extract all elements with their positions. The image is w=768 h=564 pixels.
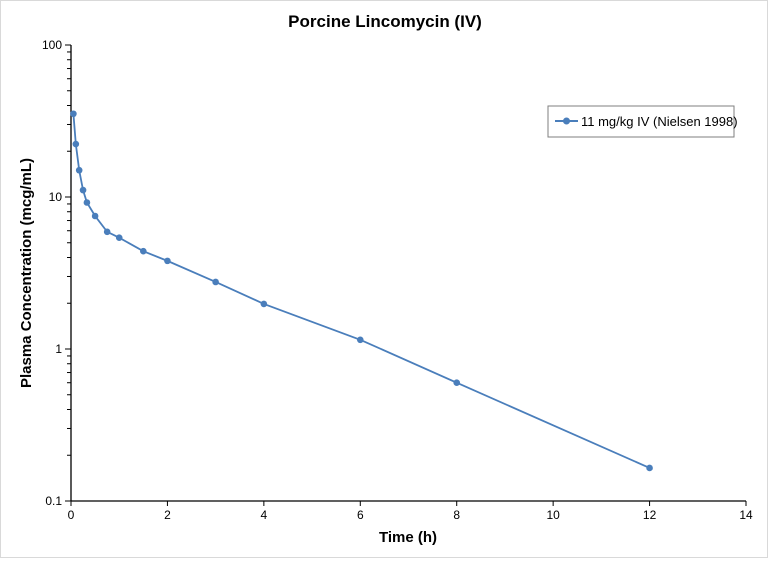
data-point	[79, 186, 87, 194]
data-point	[103, 228, 111, 236]
y-tick-label: 100	[42, 38, 62, 52]
data-point	[70, 110, 77, 118]
y-tick-label: 1	[55, 342, 62, 356]
data-point	[140, 247, 147, 255]
data-point	[356, 336, 364, 344]
legend-label: 11 mg/kg IV (Nielsen 1998)	[581, 114, 738, 129]
y-axis-label: Plasma Concentration (mcg/mL)	[18, 158, 35, 388]
data-point	[75, 166, 83, 174]
data-point	[164, 257, 171, 265]
x-axis-label: Time (h)	[379, 529, 437, 546]
data-point	[260, 300, 268, 308]
x-tick-label: 4	[261, 508, 268, 522]
y-tick-label: 0.1	[45, 494, 62, 508]
x-tick-label: 12	[643, 508, 657, 522]
x-tick-label: 0	[68, 508, 75, 522]
data-point	[453, 379, 461, 387]
data-point	[212, 278, 219, 286]
data-point	[115, 234, 123, 241]
x-tick-label: 10	[546, 508, 560, 522]
data-point	[72, 140, 80, 148]
x-tick-label: 2	[164, 508, 171, 522]
legend-marker	[563, 117, 570, 125]
x-tick-label: 8	[453, 508, 460, 522]
data-point	[83, 199, 91, 206]
legend: 11 mg/kg IV (Nielsen 1998)	[547, 105, 738, 138]
y-tick-label: 10	[49, 190, 63, 204]
x-tick-label: 6	[357, 508, 364, 522]
chart-title: Porcine Lincomycin (IV)	[288, 12, 482, 31]
series-line	[72, 113, 650, 469]
data-point	[91, 212, 99, 220]
x-tick-label: 14	[739, 508, 753, 522]
data-point	[646, 464, 653, 472]
